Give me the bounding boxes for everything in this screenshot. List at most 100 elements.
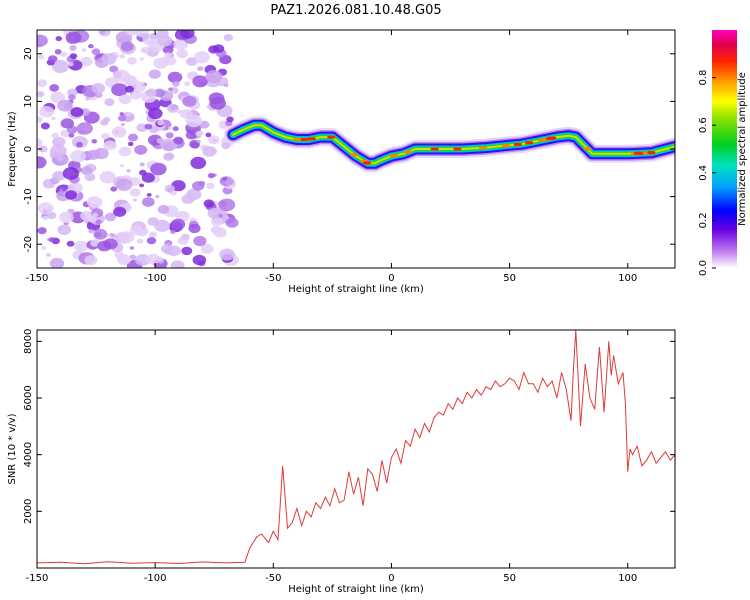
snr-x-ticks: -150 -100 -50 0 50 100	[26, 330, 637, 584]
noise-blob	[126, 112, 132, 117]
noise-blob	[218, 214, 224, 218]
noise-blob	[126, 169, 131, 173]
noise-blob	[51, 132, 59, 139]
ridge-peak	[525, 141, 534, 145]
noise-blob	[57, 99, 73, 112]
snr-series-line	[37, 330, 675, 565]
figure-title: PAZ1.2026.081.10.48.G05	[270, 3, 441, 18]
noise-blob	[164, 184, 175, 193]
colorbar: 0.0 0.2 0.4 0.6 0.8 Normalized spectral ampl…	[698, 30, 748, 276]
noise-blob	[177, 236, 189, 245]
noise-blob	[154, 88, 166, 98]
noise-blob	[172, 126, 179, 132]
noise-blob	[209, 96, 226, 110]
ridge-peak	[546, 137, 555, 140]
colorbar-ticks: 0.0 0.2 0.4 0.6 0.8	[698, 70, 716, 276]
noise-blob	[133, 198, 137, 202]
snr-x-tick-label: 100	[618, 573, 637, 584]
noise-blob	[190, 141, 200, 149]
noise-blob	[139, 183, 145, 188]
spectrogram-y-ticks: -20 -10 0 10 20	[23, 47, 675, 252]
noise-blob	[203, 199, 215, 208]
noise-blob	[92, 212, 99, 218]
noise-blob	[84, 172, 96, 182]
noise-blob	[113, 69, 130, 83]
noise-blob	[68, 62, 74, 67]
noise-blob	[168, 87, 173, 91]
colorbar-tick-label: 0.4	[698, 165, 709, 181]
noise-blob	[55, 36, 63, 42]
noise-blob	[70, 150, 87, 163]
noise-blob	[103, 140, 117, 151]
noise-blob	[150, 162, 167, 176]
ridge-peak	[327, 135, 336, 139]
noise-blob	[91, 48, 101, 55]
spectrogram-x-tick-label: 50	[503, 273, 516, 284]
noise-blob	[118, 115, 126, 122]
noise-blob	[155, 194, 160, 199]
noise-blob	[144, 123, 153, 130]
spectrogram-y-tick-label: -10	[23, 188, 34, 204]
noise-blob	[91, 139, 98, 144]
noise-blob	[129, 225, 144, 236]
noise-blob	[192, 254, 207, 266]
noise-blob	[193, 235, 207, 247]
noise-blob	[119, 54, 126, 59]
noise-blob	[170, 229, 176, 234]
noise-blob	[192, 75, 208, 88]
snr-y-tick-label: 2000	[23, 499, 34, 524]
noise-blob	[221, 142, 231, 150]
noise-blob	[170, 218, 186, 230]
noise-blob	[118, 146, 132, 157]
noise-blob	[48, 237, 56, 243]
snr-x-tick-label: 50	[503, 573, 516, 584]
noise-blob	[168, 126, 173, 130]
noise-blob	[81, 48, 87, 52]
noise-blob	[210, 216, 223, 227]
noise-blob	[70, 107, 84, 118]
noise-blob	[117, 129, 123, 134]
spectrogram-y-axis-label: Frequency (Hz)	[7, 111, 18, 187]
noise-blob	[182, 96, 197, 107]
noise-blob	[196, 139, 201, 144]
colorbar-tick-label: 0.6	[698, 117, 709, 133]
noise-blob	[125, 85, 134, 93]
noise-blob	[93, 228, 108, 240]
ridge-peak	[538, 138, 546, 142]
spectrogram-y-tick-label: 20	[23, 47, 34, 60]
noise-blob	[125, 30, 139, 36]
noise-blob	[119, 112, 124, 116]
spectrogram-y-tick-label: 0	[23, 146, 34, 152]
noise-blob	[94, 92, 103, 98]
noise-blob	[129, 188, 141, 197]
ridge-peak	[583, 147, 592, 151]
noise-blob	[120, 164, 124, 168]
snr-x-tick-label: -100	[144, 573, 167, 584]
noise-blob	[146, 237, 157, 245]
noise-blob	[59, 51, 68, 58]
noise-blob	[76, 141, 83, 148]
noise-blob	[109, 65, 119, 73]
noise-blob	[37, 138, 43, 147]
noise-blob	[57, 157, 64, 162]
noise-blob	[37, 116, 43, 124]
ridge-peak	[513, 143, 522, 146]
noise-blob	[225, 217, 239, 228]
noise-blob	[141, 172, 155, 183]
noise-blob	[139, 162, 145, 167]
noise-blob	[65, 31, 82, 44]
noise-blob	[128, 133, 138, 142]
noise-blob	[154, 219, 171, 232]
ridge-peak	[634, 151, 642, 155]
noise-blob	[68, 133, 75, 138]
spectrogram-y-tick-label: 10	[23, 95, 34, 108]
noise-blob	[170, 260, 185, 268]
noise-blob	[157, 35, 173, 47]
ridge-peak	[363, 161, 372, 165]
spectrogram-x-tick-label: -50	[265, 273, 281, 284]
snr-axes-frame	[36, 329, 676, 569]
noise-blob	[54, 49, 62, 55]
snr-x-tick-label: -50	[265, 573, 281, 584]
noise-blob	[104, 212, 117, 222]
noise-blob	[200, 243, 214, 254]
